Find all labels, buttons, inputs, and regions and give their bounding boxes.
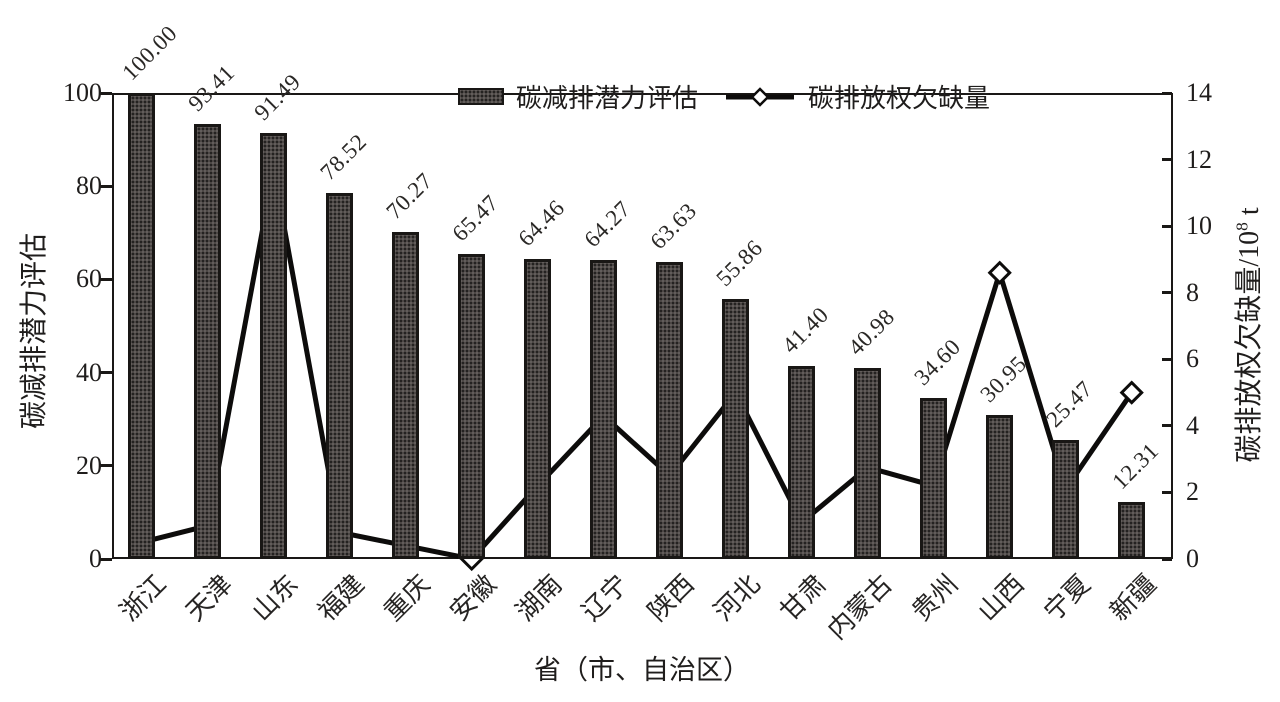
plot-area <box>112 93 1173 559</box>
right-axis-title-suffix: t <box>1234 207 1265 223</box>
x-tick-label: 新疆 <box>1104 569 1162 627</box>
bar-新疆 <box>1118 501 1146 559</box>
x-tick-label: 山东 <box>246 569 304 627</box>
bar-福建 <box>326 193 354 559</box>
left-tick-label: 80 <box>76 171 102 201</box>
left-tick-label: 100 <box>63 78 102 107</box>
bar-天津 <box>194 123 222 559</box>
diamond-marker-山西 <box>987 260 1012 285</box>
left-tick-label: 60 <box>76 264 102 294</box>
legend-bar-swatch-icon <box>458 88 504 105</box>
x-tick-label: 河北 <box>708 569 766 627</box>
bar-陕西 <box>656 262 684 559</box>
bar-辽宁 <box>590 259 618 559</box>
bar-山西 <box>986 414 1014 559</box>
right-tick-label: 14 <box>1186 78 1212 107</box>
left-axis-tick <box>100 557 112 561</box>
x-tick-label: 重庆 <box>378 569 436 627</box>
bar-内蒙古 <box>854 368 882 559</box>
left-tick-label: 20 <box>76 450 102 480</box>
right-axis-title: 碳排放权欠缺量/108 t <box>1227 173 1267 497</box>
bar-河北 <box>722 298 750 559</box>
x-tick-label: 内蒙古 <box>821 569 898 645</box>
x-axis-title: 省（市、自治区） <box>534 655 750 685</box>
right-axis-tick <box>1162 91 1172 95</box>
right-tick-label: 2 <box>1186 477 1199 507</box>
right-axis-tick <box>1162 357 1172 361</box>
right-axis-title-prefix: 碳排放权欠缺量/10 <box>1234 230 1265 463</box>
left-axis-tick <box>100 184 112 188</box>
right-axis-tick <box>1162 158 1172 162</box>
deficit-line <box>141 169 1134 562</box>
x-tick-label: 安徽 <box>444 569 502 627</box>
bar-安徽 <box>458 253 486 559</box>
right-axis-tick <box>1162 557 1172 561</box>
left-axis-title: 碳减排潜力评估 <box>19 233 50 430</box>
left-tick-label: 40 <box>76 357 102 387</box>
x-tick-label: 湖南 <box>510 569 568 627</box>
right-tick-label: 6 <box>1186 344 1199 374</box>
bar-甘肃 <box>788 366 816 559</box>
x-tick-label: 陕西 <box>642 569 700 627</box>
legend-bar-label: 碳减排潜力评估 <box>516 84 699 113</box>
x-tick-label: 甘肃 <box>774 569 832 627</box>
left-axis-tick <box>100 371 112 375</box>
right-tick-label: 8 <box>1186 277 1199 307</box>
right-tick-label: 10 <box>1186 211 1212 241</box>
bar-贵州 <box>920 397 948 559</box>
bar-重庆 <box>392 231 420 559</box>
right-tick-label: 12 <box>1186 144 1212 174</box>
x-tick-label: 天津 <box>180 569 238 627</box>
right-axis-tick <box>1162 424 1172 428</box>
bar-value-label: 100.00 <box>117 20 182 86</box>
left-tick-label: 0 <box>89 544 102 573</box>
bar-湖南 <box>524 258 552 559</box>
x-tick-label: 福建 <box>312 569 370 627</box>
right-axis-tick <box>1162 291 1172 295</box>
right-axis-title-superscript: 8 <box>1232 222 1252 231</box>
x-tick-label: 浙江 <box>114 569 172 627</box>
left-axis-tick <box>100 91 112 95</box>
x-tick-label: 辽宁 <box>576 569 634 627</box>
left-axis-tick <box>100 464 112 468</box>
diamond-marker-新疆 <box>1119 380 1144 405</box>
x-tick-label: 宁夏 <box>1038 569 1096 627</box>
bar-山东 <box>260 132 288 559</box>
left-axis-tick <box>100 277 112 281</box>
bar-宁夏 <box>1052 440 1080 559</box>
right-axis-tick <box>1162 224 1172 228</box>
bar-浙江 <box>128 93 156 559</box>
right-tick-label: 0 <box>1186 544 1199 573</box>
x-tick-label: 贵州 <box>906 569 964 627</box>
x-tick-label: 山西 <box>972 569 1030 627</box>
legend-line-swatch-icon <box>726 86 795 107</box>
legend: 碳减排潜力评估 碳排放权欠缺量 <box>458 78 990 115</box>
right-axis-tick <box>1162 490 1172 494</box>
legend-line-label: 碳排放权欠缺量 <box>808 84 991 113</box>
right-tick-label: 4 <box>1186 410 1199 440</box>
